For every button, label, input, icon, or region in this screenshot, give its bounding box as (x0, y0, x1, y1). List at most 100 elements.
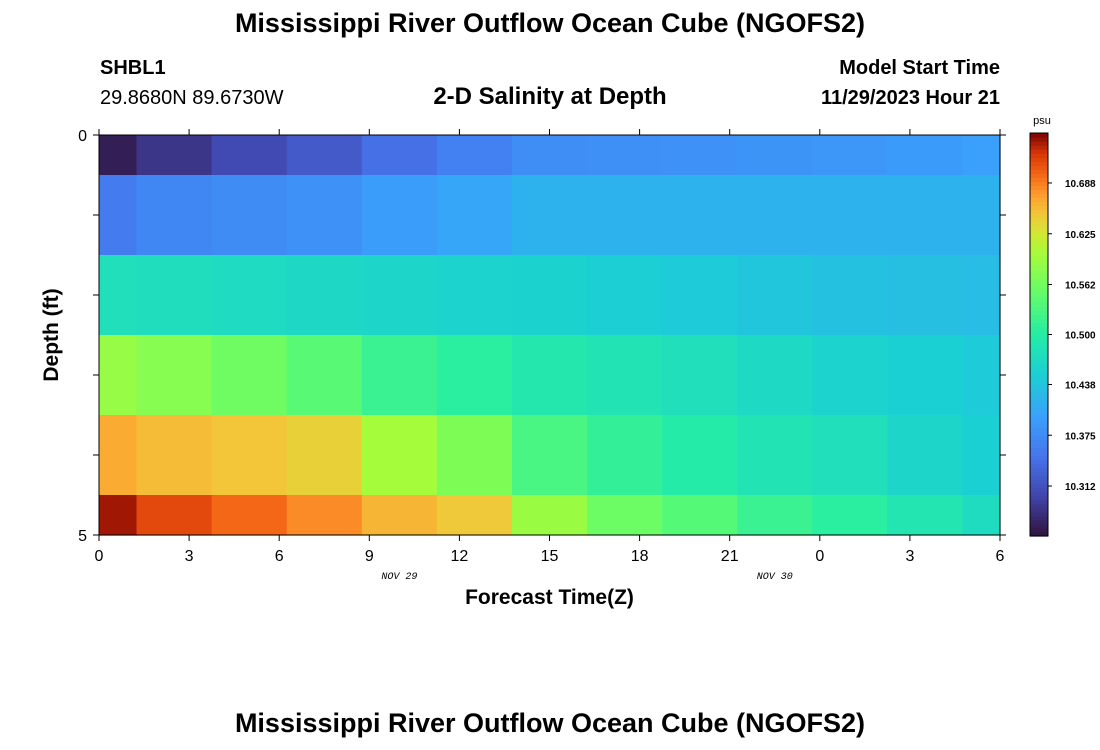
colorbar-segment (1030, 519, 1048, 525)
date-label: NOV 29 (381, 572, 417, 583)
colorbar-segment (1030, 374, 1048, 380)
heatmap-cell (211, 135, 288, 176)
colorbar-segment (1030, 290, 1048, 295)
colorbar-segment (1030, 229, 1048, 235)
colorbar-segment (1030, 507, 1048, 513)
colorbar-segment (1030, 181, 1048, 186)
heatmap-cell (361, 415, 438, 496)
heatmap-cell (286, 335, 363, 416)
colorbar-segment (1030, 326, 1048, 332)
heatmap-cell (361, 175, 438, 256)
colorbar-segment (1030, 193, 1048, 199)
heatmap-cell (136, 135, 213, 176)
heatmap-cell (587, 175, 663, 256)
heatmap-cell (662, 335, 738, 416)
colorbar-segment (1030, 145, 1048, 150)
y-tick-label: 5 (78, 528, 87, 545)
y-tick-label: 0 (78, 128, 87, 145)
colorbar-segment (1030, 475, 1048, 481)
colorbar-segment (1030, 531, 1048, 537)
x-tick-label: 0 (815, 548, 824, 565)
colorbar-segment (1030, 338, 1048, 344)
colorbar-segment (1030, 459, 1048, 465)
colorbar-segment (1030, 137, 1048, 142)
x-tick-label: 15 (541, 548, 559, 565)
heatmap-cell (511, 135, 588, 176)
heatmap-cell (737, 415, 813, 496)
colorbar-segment (1030, 141, 1048, 146)
heatmap-cell (962, 495, 1001, 536)
colorbar-segment (1030, 257, 1048, 263)
footer-title: Mississippi River Outflow Ocean Cube (NG… (234, 708, 866, 738)
colorbar-tick-label: 10.625 (1065, 230, 1096, 241)
colorbar-segment (1030, 177, 1048, 182)
heatmap-cell (286, 135, 363, 176)
colorbar-segment (1030, 350, 1048, 356)
heatmap-cell (211, 415, 288, 496)
heatmap-cell (812, 495, 888, 536)
colorbar-segment (1030, 261, 1048, 267)
colorbar-segment (1030, 330, 1048, 336)
colorbar-segment (1030, 245, 1048, 251)
heatmap-cell (136, 415, 213, 496)
x-axis-title: Forecast Time(Z) (465, 586, 634, 609)
heatmap-cell (511, 255, 588, 336)
colorbar-segment (1030, 233, 1048, 239)
heatmap-cell (587, 255, 663, 336)
colorbar-segment (1030, 407, 1048, 412)
colorbar-segment (1030, 302, 1048, 307)
colorbar-segment (1030, 161, 1048, 166)
colorbar-segment (1030, 491, 1048, 497)
heatmap-cell (887, 255, 964, 336)
colorbar-tick-label: 10.438 (1065, 380, 1096, 391)
heatmap-cell (662, 175, 738, 256)
colorbar-segment (1030, 443, 1048, 448)
colorbar-segment (1030, 221, 1048, 227)
heatmap-cell (662, 495, 738, 536)
heatmap-cell (962, 175, 1001, 256)
colorbar-segment (1030, 237, 1048, 243)
heatmap-cell (361, 135, 438, 176)
colorbar-segment (1030, 435, 1048, 440)
colorbar-segment (1030, 394, 1048, 400)
colorbar-segment (1030, 495, 1048, 501)
colorbar-segment (1030, 342, 1048, 348)
colorbar-segment (1030, 249, 1048, 255)
colorbar-segment (1030, 185, 1048, 191)
colorbar-unit-label: psu (1033, 115, 1051, 127)
heatmap-cell (286, 255, 363, 336)
colorbar-segment (1030, 419, 1048, 424)
heatmap-cell (812, 415, 888, 496)
heatmap-cell (436, 415, 513, 496)
heatmap-cell (436, 495, 513, 536)
heatmap-cell (511, 495, 588, 536)
colorbar-segment (1030, 274, 1048, 279)
heatmap-cell (887, 415, 964, 496)
x-tick-label: 3 (185, 548, 194, 565)
y-axis-title: Depth (ft) (40, 288, 63, 381)
heatmap-cell (662, 415, 738, 496)
heatmap-cell (587, 135, 663, 176)
colorbar-segment (1030, 447, 1048, 452)
colorbar-segment (1030, 209, 1048, 215)
colorbar-segment (1030, 265, 1048, 271)
colorbar-segment (1030, 415, 1048, 420)
colorbar-segment (1030, 133, 1048, 138)
heatmap-cell (211, 175, 288, 256)
model-start-value: 11/29/2023 Hour 21 (820, 87, 1000, 109)
heatmap-cell (511, 415, 588, 496)
colorbar-tick-label: 10.688 (1065, 179, 1096, 190)
colorbar-segment (1030, 354, 1048, 360)
colorbar-segment (1030, 366, 1048, 372)
colorbar-segment (1030, 423, 1048, 428)
colorbar-segment (1030, 334, 1048, 340)
colorbar-segment (1030, 157, 1048, 162)
colorbar-tick-label: 10.375 (1065, 431, 1096, 442)
station-id: SHBL1 (100, 57, 166, 79)
chart-subtitle: 2-D Salinity at Depth (433, 83, 667, 110)
heatmap-cell (812, 135, 888, 176)
heatmap-cell (812, 255, 888, 336)
colorbar-segment (1030, 527, 1048, 533)
colorbar-segment (1030, 306, 1048, 311)
